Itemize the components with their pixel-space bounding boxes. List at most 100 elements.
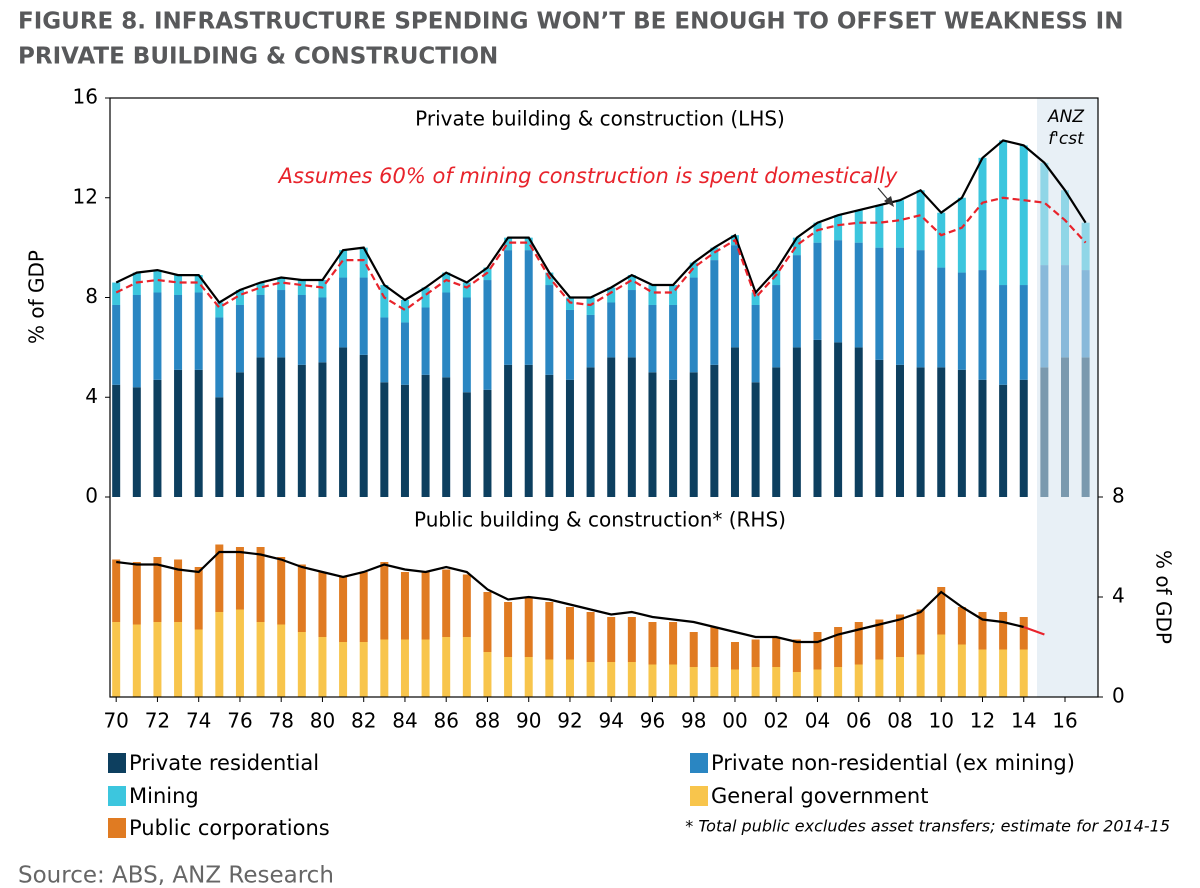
bar-segment <box>462 297 471 393</box>
bar-segment <box>565 659 574 697</box>
legend-label: Public corporations <box>129 816 330 840</box>
bar-segment <box>112 384 121 497</box>
bar-segment <box>215 397 224 497</box>
bar-segment <box>669 379 678 497</box>
bar-segment <box>751 667 760 697</box>
bar-segment <box>504 657 513 697</box>
bar-segment <box>400 384 409 497</box>
bar-segment <box>524 657 533 697</box>
bar-segment <box>916 609 925 655</box>
bar-segment <box>153 622 162 697</box>
bar-segment <box>689 277 698 373</box>
bar-segment <box>524 250 533 365</box>
bar-segment <box>875 619 884 660</box>
bar-segment <box>648 664 657 697</box>
x-tick-label: 80 <box>310 709 335 733</box>
bar-segment <box>792 347 801 497</box>
bar-segment <box>174 275 183 296</box>
bar-segment <box>854 210 863 243</box>
bar-segment <box>648 622 657 665</box>
bar-segment <box>772 637 781 667</box>
bar-segment <box>400 639 409 697</box>
bar-segment <box>174 559 183 622</box>
y-tick-label: 8 <box>85 284 98 308</box>
x-tick-label: 86 <box>433 709 458 733</box>
bar-segment <box>153 557 162 622</box>
bar-segment <box>772 667 781 697</box>
bar-segment <box>1019 617 1028 650</box>
bar-segment <box>132 562 141 625</box>
bar-segment <box>462 282 471 298</box>
bar-segment <box>483 592 492 652</box>
bar-segment <box>710 247 719 261</box>
bar-segment <box>256 282 265 296</box>
y2-tick-label: 4 <box>1112 584 1125 608</box>
bar-segment <box>854 664 863 697</box>
bar-segment <box>937 634 946 697</box>
bar-segment <box>916 250 925 368</box>
bar-segment <box>235 372 244 497</box>
bar-segment <box>875 205 884 248</box>
bar-segment <box>792 237 801 256</box>
y-tick-label: 0 <box>85 484 98 508</box>
bar-segment <box>442 637 451 697</box>
bar-segment <box>442 292 451 378</box>
x-tick-label: 12 <box>970 709 995 733</box>
panel-title: Public building & construction* (RHS) <box>414 508 786 532</box>
bar-segment <box>483 389 492 497</box>
bar-segment <box>524 597 533 657</box>
bar-segment <box>710 667 719 697</box>
bar-segment <box>297 295 306 365</box>
x-tick-label: 00 <box>722 709 747 733</box>
bar-segment <box>339 642 348 697</box>
bar-segment <box>813 632 822 670</box>
bar-segment <box>215 302 224 318</box>
bar-segment <box>978 379 987 497</box>
bar-segment <box>442 272 451 293</box>
bar-segment <box>730 245 739 348</box>
bar-segment <box>751 304 760 383</box>
bar-segment <box>792 672 801 697</box>
bar-segment <box>854 347 863 497</box>
bar-segment <box>813 222 822 243</box>
x-tick-label: 98 <box>681 709 706 733</box>
bar-segment <box>318 280 327 298</box>
x-tick-label: 14 <box>1011 709 1036 733</box>
x-tick-label: 72 <box>145 709 170 733</box>
bar-segment <box>297 280 306 296</box>
bar-segment <box>215 317 224 398</box>
x-tick-label: 70 <box>103 709 128 733</box>
bar-segment <box>730 669 739 697</box>
bar-segment <box>689 632 698 667</box>
bar-segment <box>318 297 327 363</box>
bar-segment <box>607 302 616 358</box>
bar-segment <box>669 304 678 380</box>
figure-title: FIGURE 8. INFRASTRUCTURE SPENDING WON’T … <box>18 9 1123 35</box>
bar-segment <box>710 364 719 497</box>
bar-segment <box>834 627 843 667</box>
bar-segment <box>730 642 739 670</box>
x-tick-label: 92 <box>557 709 582 733</box>
plot-area <box>112 98 1098 697</box>
bar-segment <box>318 637 327 697</box>
legend-swatch <box>108 786 126 806</box>
bar-segment <box>442 377 451 497</box>
bar-segment <box>1019 285 1028 380</box>
bar-segment <box>834 342 843 497</box>
bar-segment <box>524 364 533 497</box>
x-tick-label: 84 <box>392 709 417 733</box>
bar-segment <box>112 622 121 697</box>
bar-segment <box>339 347 348 497</box>
bar-segment <box>854 622 863 665</box>
bar-segment <box>421 287 430 308</box>
bar-segment <box>215 612 224 697</box>
bar-segment <box>957 644 966 697</box>
line-series <box>115 196 1087 312</box>
bar-segment <box>483 652 492 697</box>
bar-segment <box>957 272 966 370</box>
bar-segment <box>297 632 306 697</box>
bar-segment <box>937 587 946 635</box>
bar-segment <box>751 292 760 305</box>
x-tick-label: 08 <box>887 709 912 733</box>
